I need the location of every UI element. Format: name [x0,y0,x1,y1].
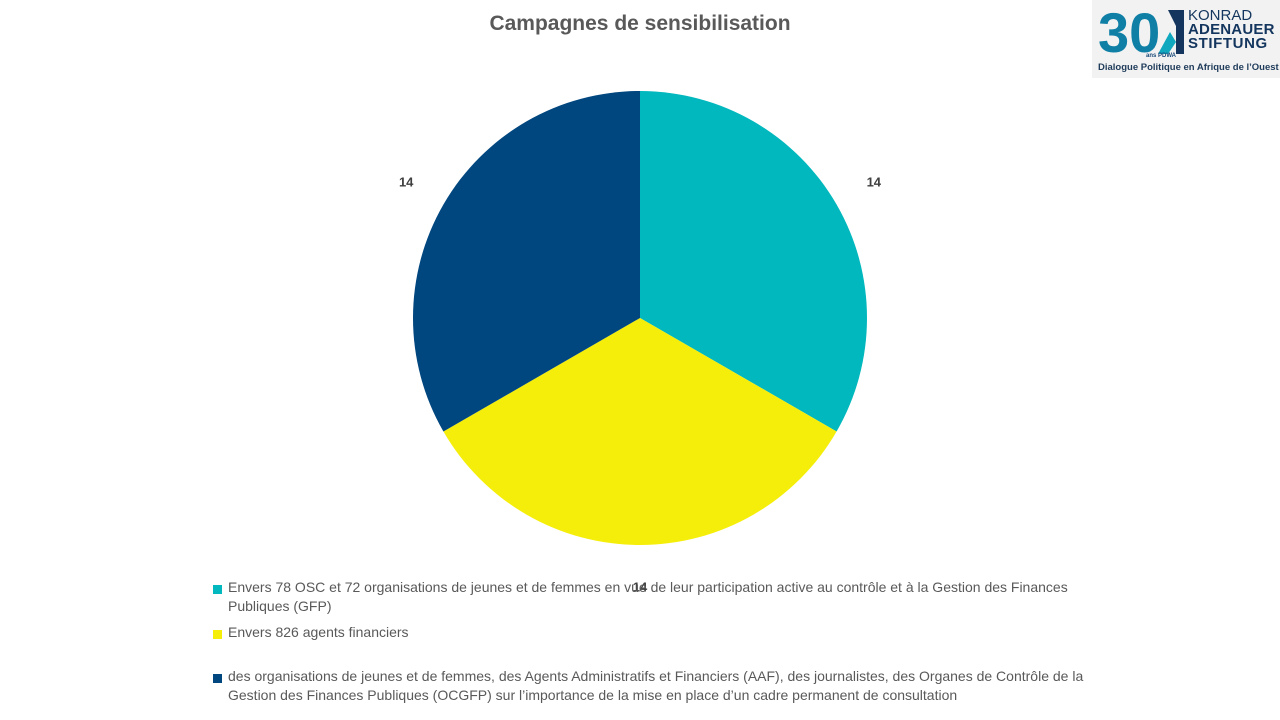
legend-swatch [213,674,222,683]
chart-title: Campagnes de sensibilisation [489,12,791,35]
legend-swatch [213,630,222,639]
pie-slice [412,91,640,432]
legend-swatch [213,585,222,594]
logo-subtitle: Dialogue Politique en Afrique de l’Ouest [1098,62,1279,73]
logo-stiftung: STIFTUNG [1188,35,1268,52]
kas-logo: 30 ans PDWA KONRAD ADENAUER STIFTUNG Dia… [1092,0,1280,78]
thirty-years-mark: 30 [1098,4,1184,58]
data-label: 14 [633,579,648,594]
pie-slice [640,91,867,432]
legend-label: des organisations de jeunes et de femmes… [228,668,1084,703]
logo-adenauer: ADENAUER [1188,21,1275,38]
logo-number: 30 [1098,4,1160,58]
logo-konrad: KONRAD [1188,7,1253,24]
legend-label: Envers 78 OSC et 72 organisations de jeu… [228,579,1068,614]
legend-label: Envers 826 agents financiers [228,624,409,640]
data-label: 14 [867,174,882,189]
data-label: 14 [399,174,414,189]
logo-small-text: ans PDWA [1146,53,1177,59]
